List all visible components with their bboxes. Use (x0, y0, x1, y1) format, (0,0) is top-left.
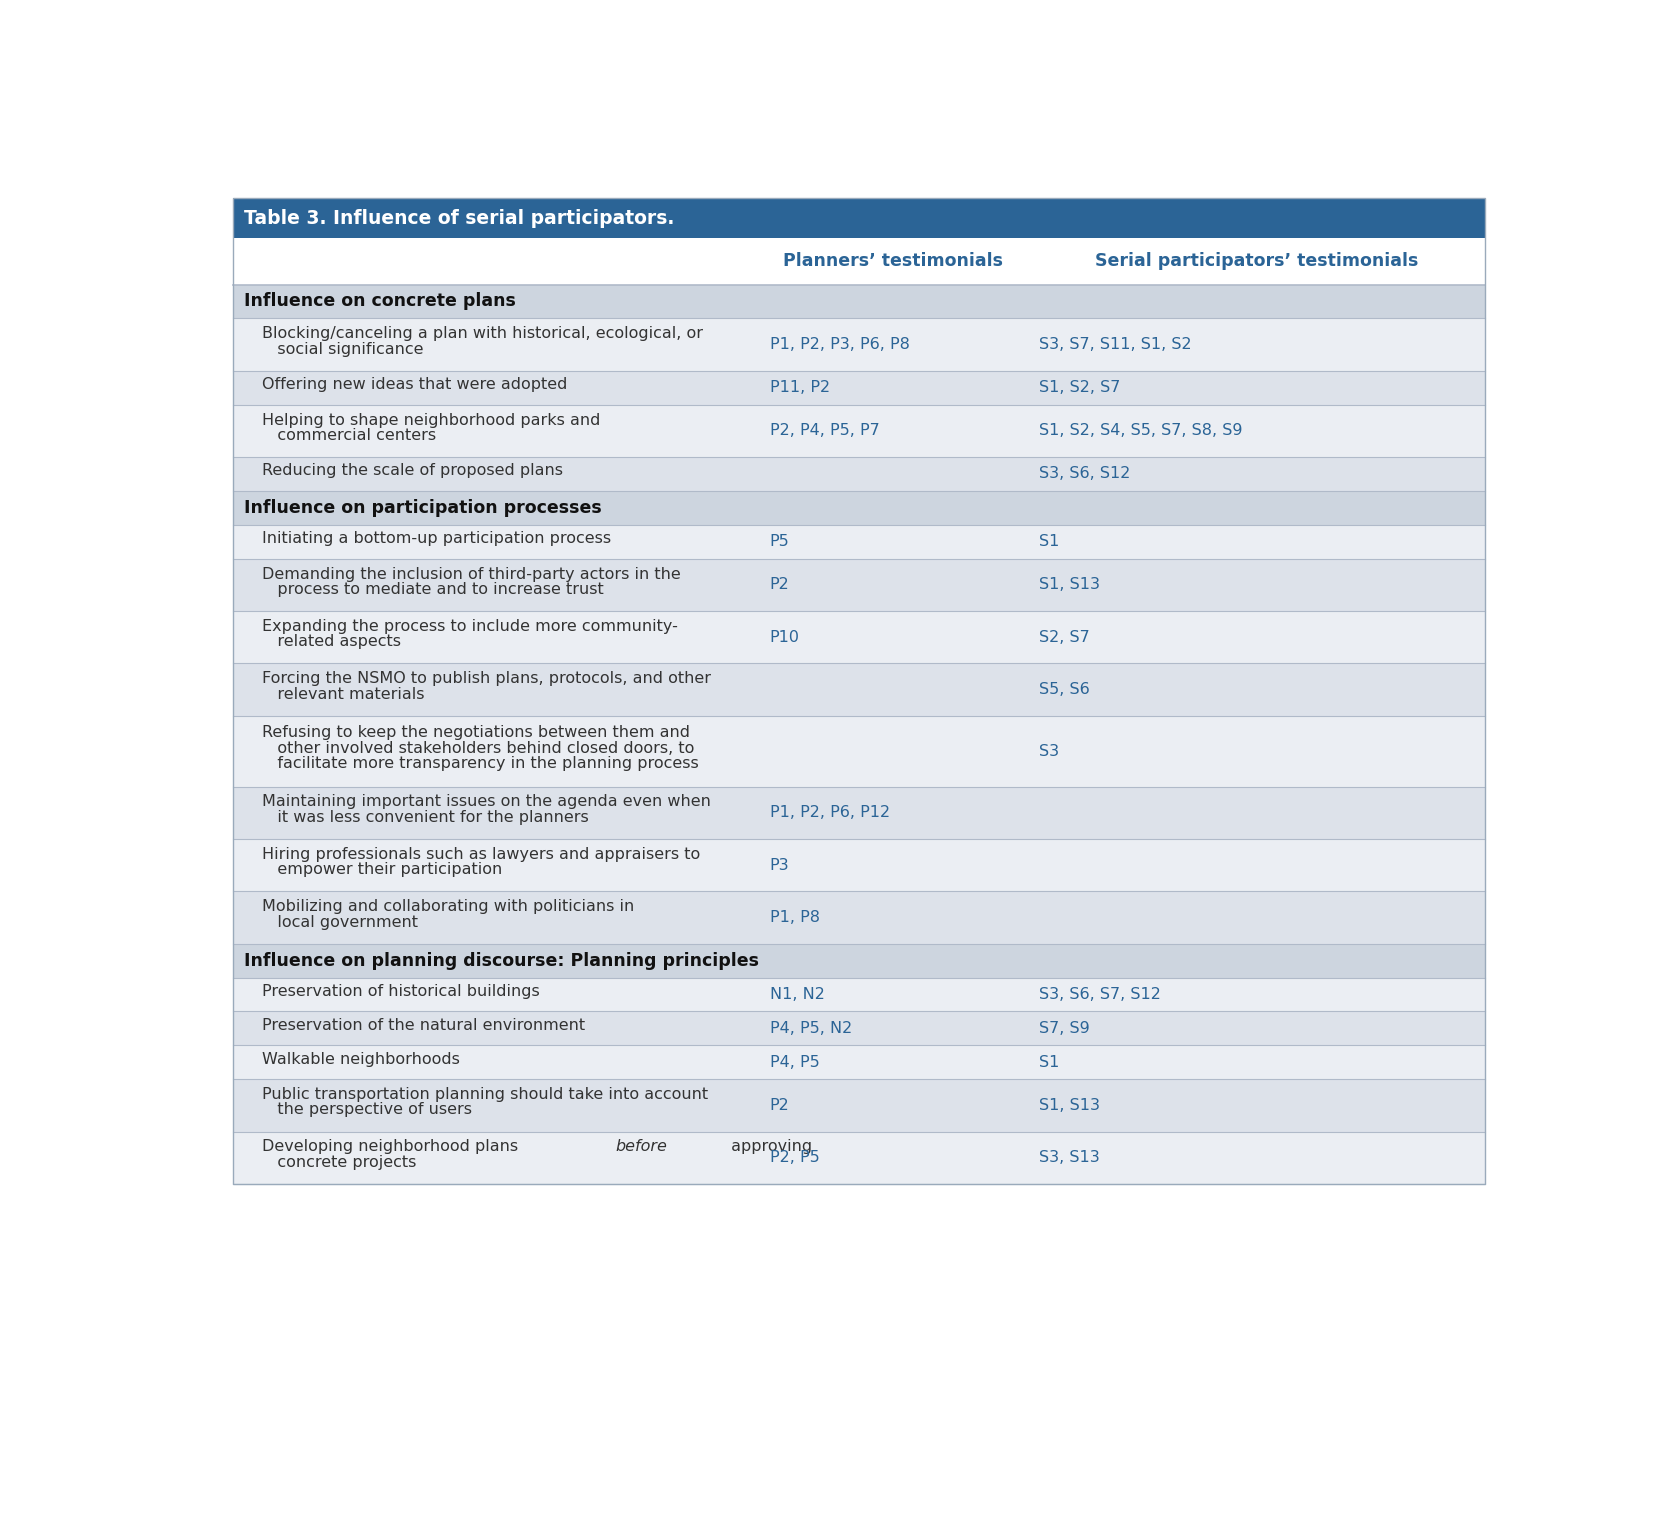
Text: S1: S1 (1039, 1054, 1059, 1070)
Text: P2, P4, P5, P7: P2, P4, P5, P7 (769, 423, 880, 438)
Text: S1, S13: S1, S13 (1039, 578, 1099, 592)
Bar (233, 238, 1485, 284)
Text: relevant materials: relevant materials (261, 687, 424, 702)
Text: P11, P2: P11, P2 (769, 380, 830, 395)
Text: Blocking/canceling a plan with historical, ecological, or: Blocking/canceling a plan with historica… (261, 326, 704, 341)
Text: S3, S6, S12: S3, S6, S12 (1039, 466, 1130, 481)
Bar (233, 404, 1485, 456)
Text: Planners’ testimonials: Planners’ testimonials (783, 252, 1004, 271)
Text: P3: P3 (769, 858, 789, 873)
Text: Helping to shape neighborhood parks and: Helping to shape neighborhood parks and (261, 412, 600, 427)
Bar (233, 198, 1485, 238)
Text: before: before (615, 1139, 667, 1154)
Bar (233, 1079, 1485, 1131)
Text: S3, S6, S7, S12: S3, S6, S7, S12 (1039, 987, 1161, 1002)
Text: other involved stakeholders behind closed doors, to: other involved stakeholders behind close… (261, 741, 694, 756)
Bar (233, 318, 1485, 370)
Bar (233, 839, 1485, 891)
Text: Demanding the inclusion of third-party actors in the: Demanding the inclusion of third-party a… (261, 567, 680, 581)
Text: Influence on concrete plans: Influence on concrete plans (243, 292, 516, 310)
Text: S1, S2, S4, S5, S7, S8, S9: S1, S2, S4, S5, S7, S8, S9 (1039, 423, 1242, 438)
Text: P1, P8: P1, P8 (769, 910, 820, 925)
Text: it was less convenient for the planners: it was less convenient for the planners (261, 810, 588, 825)
Bar (233, 978, 1485, 1011)
Bar (233, 558, 1485, 612)
Text: Serial participators’ testimonials: Serial participators’ testimonials (1094, 252, 1418, 271)
Text: P10: P10 (769, 630, 799, 644)
Text: related aspects: related aspects (261, 635, 401, 649)
Text: S2, S7: S2, S7 (1039, 630, 1089, 644)
Text: P5: P5 (769, 535, 789, 549)
Text: Reducing the scale of proposed plans: Reducing the scale of proposed plans (261, 463, 563, 478)
Text: Influence on planning discourse: Planning principles: Influence on planning discourse: Plannin… (243, 951, 759, 970)
Bar (233, 716, 1485, 787)
Text: Refusing to keep the negotiations between them and: Refusing to keep the negotiations betwee… (261, 725, 691, 741)
Text: Mobilizing and collaborating with politicians in: Mobilizing and collaborating with politi… (261, 899, 635, 915)
Bar (233, 944, 1485, 978)
Text: Influence on participation processes: Influence on participation processes (243, 500, 602, 516)
Bar (233, 490, 1485, 524)
Text: S5, S6: S5, S6 (1039, 682, 1089, 698)
Text: Table 3. Influence of serial participators.: Table 3. Influence of serial participato… (243, 209, 674, 227)
Text: N1, N2: N1, N2 (769, 987, 825, 1002)
Bar (233, 891, 1485, 944)
Bar (233, 456, 1485, 490)
Text: the perspective of users: the perspective of users (261, 1102, 473, 1117)
Bar (233, 284, 1485, 318)
Text: commercial centers: commercial centers (261, 427, 436, 443)
Bar (233, 664, 1485, 716)
Text: S1: S1 (1039, 535, 1059, 549)
Bar (233, 370, 1485, 404)
Text: Preservation of the natural environment: Preservation of the natural environment (261, 1017, 585, 1033)
Bar (233, 787, 1485, 839)
Text: approving: approving (726, 1139, 813, 1154)
Text: S3, S7, S11, S1, S2: S3, S7, S11, S1, S2 (1039, 337, 1192, 352)
Text: Developing neighborhood plans: Developing neighborhood plans (261, 1139, 523, 1154)
Text: S7, S9: S7, S9 (1039, 1021, 1089, 1036)
Text: empower their participation: empower their participation (261, 862, 503, 878)
Text: social significance: social significance (261, 341, 424, 357)
Bar (233, 1131, 1485, 1183)
Text: Public transportation planning should take into account: Public transportation planning should ta… (261, 1087, 709, 1102)
Text: process to mediate and to increase trust: process to mediate and to increase trust (261, 583, 603, 596)
Bar (233, 1045, 1485, 1079)
Text: P2: P2 (769, 578, 789, 592)
Text: Hiring professionals such as lawyers and appraisers to: Hiring professionals such as lawyers and… (261, 847, 701, 862)
Text: Walkable neighborhoods: Walkable neighborhoods (261, 1051, 461, 1067)
Text: Expanding the process to include more community-: Expanding the process to include more co… (261, 619, 679, 633)
Text: facilitate more transparency in the planning process: facilitate more transparency in the plan… (261, 756, 699, 772)
Text: P1, P2, P3, P6, P8: P1, P2, P3, P6, P8 (769, 337, 910, 352)
Text: S1, S2, S7: S1, S2, S7 (1039, 380, 1120, 395)
Text: Offering new ideas that were adopted: Offering new ideas that were adopted (261, 377, 568, 392)
Text: concrete projects: concrete projects (261, 1154, 417, 1170)
Bar (233, 1011, 1485, 1045)
Text: Initiating a bottom-up participation process: Initiating a bottom-up participation pro… (261, 532, 612, 546)
Text: local government: local government (261, 915, 419, 930)
Bar (233, 198, 1485, 1183)
Text: P2, P5: P2, P5 (769, 1150, 820, 1165)
Text: P2: P2 (769, 1097, 789, 1113)
Text: Maintaining important issues on the agenda even when: Maintaining important issues on the agen… (261, 795, 711, 810)
Text: P4, P5: P4, P5 (769, 1054, 820, 1070)
Text: Forcing the NSMO to publish plans, protocols, and other: Forcing the NSMO to publish plans, proto… (261, 672, 711, 687)
Text: S1, S13: S1, S13 (1039, 1097, 1099, 1113)
Text: S3: S3 (1039, 744, 1059, 759)
Text: P4, P5, N2: P4, P5, N2 (769, 1021, 851, 1036)
Text: S3, S13: S3, S13 (1039, 1150, 1099, 1165)
Bar (233, 524, 1485, 558)
Text: Preservation of historical buildings: Preservation of historical buildings (261, 984, 540, 999)
Bar (233, 612, 1485, 664)
Text: P1, P2, P6, P12: P1, P2, P6, P12 (769, 805, 890, 821)
